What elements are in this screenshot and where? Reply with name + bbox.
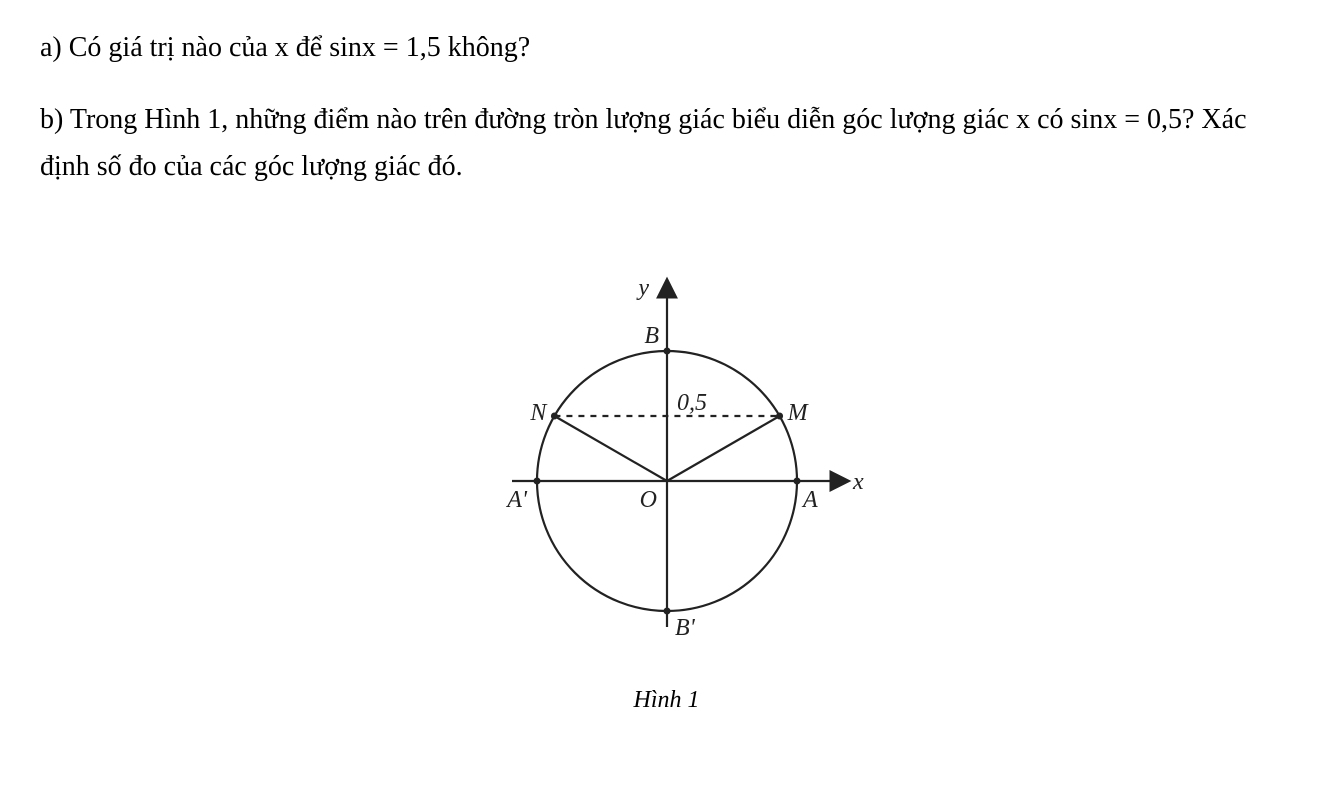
svg-text:y: y <box>636 275 649 301</box>
question-a: a) Có giá trị nào của x để sinx = 1,5 kh… <box>40 24 1293 72</box>
figure-container: y x B B' A A' O M N 0,5 Hình 1 <box>40 221 1293 714</box>
svg-text:B: B <box>644 323 659 349</box>
unit-circle-diagram: y x B B' A A' O M N 0,5 <box>457 221 877 681</box>
svg-text:O: O <box>639 487 656 513</box>
svg-text:M: M <box>786 400 809 426</box>
question-b: b) Trong Hình 1, những điểm nào trên đườ… <box>40 96 1293 191</box>
svg-text:x: x <box>852 469 864 495</box>
svg-text:A: A <box>801 487 818 513</box>
svg-text:0,5: 0,5 <box>677 390 707 416</box>
svg-text:B': B' <box>675 615 696 641</box>
svg-text:N: N <box>529 400 548 426</box>
svg-text:A': A' <box>505 487 528 513</box>
figure-caption: Hình 1 <box>634 687 700 714</box>
